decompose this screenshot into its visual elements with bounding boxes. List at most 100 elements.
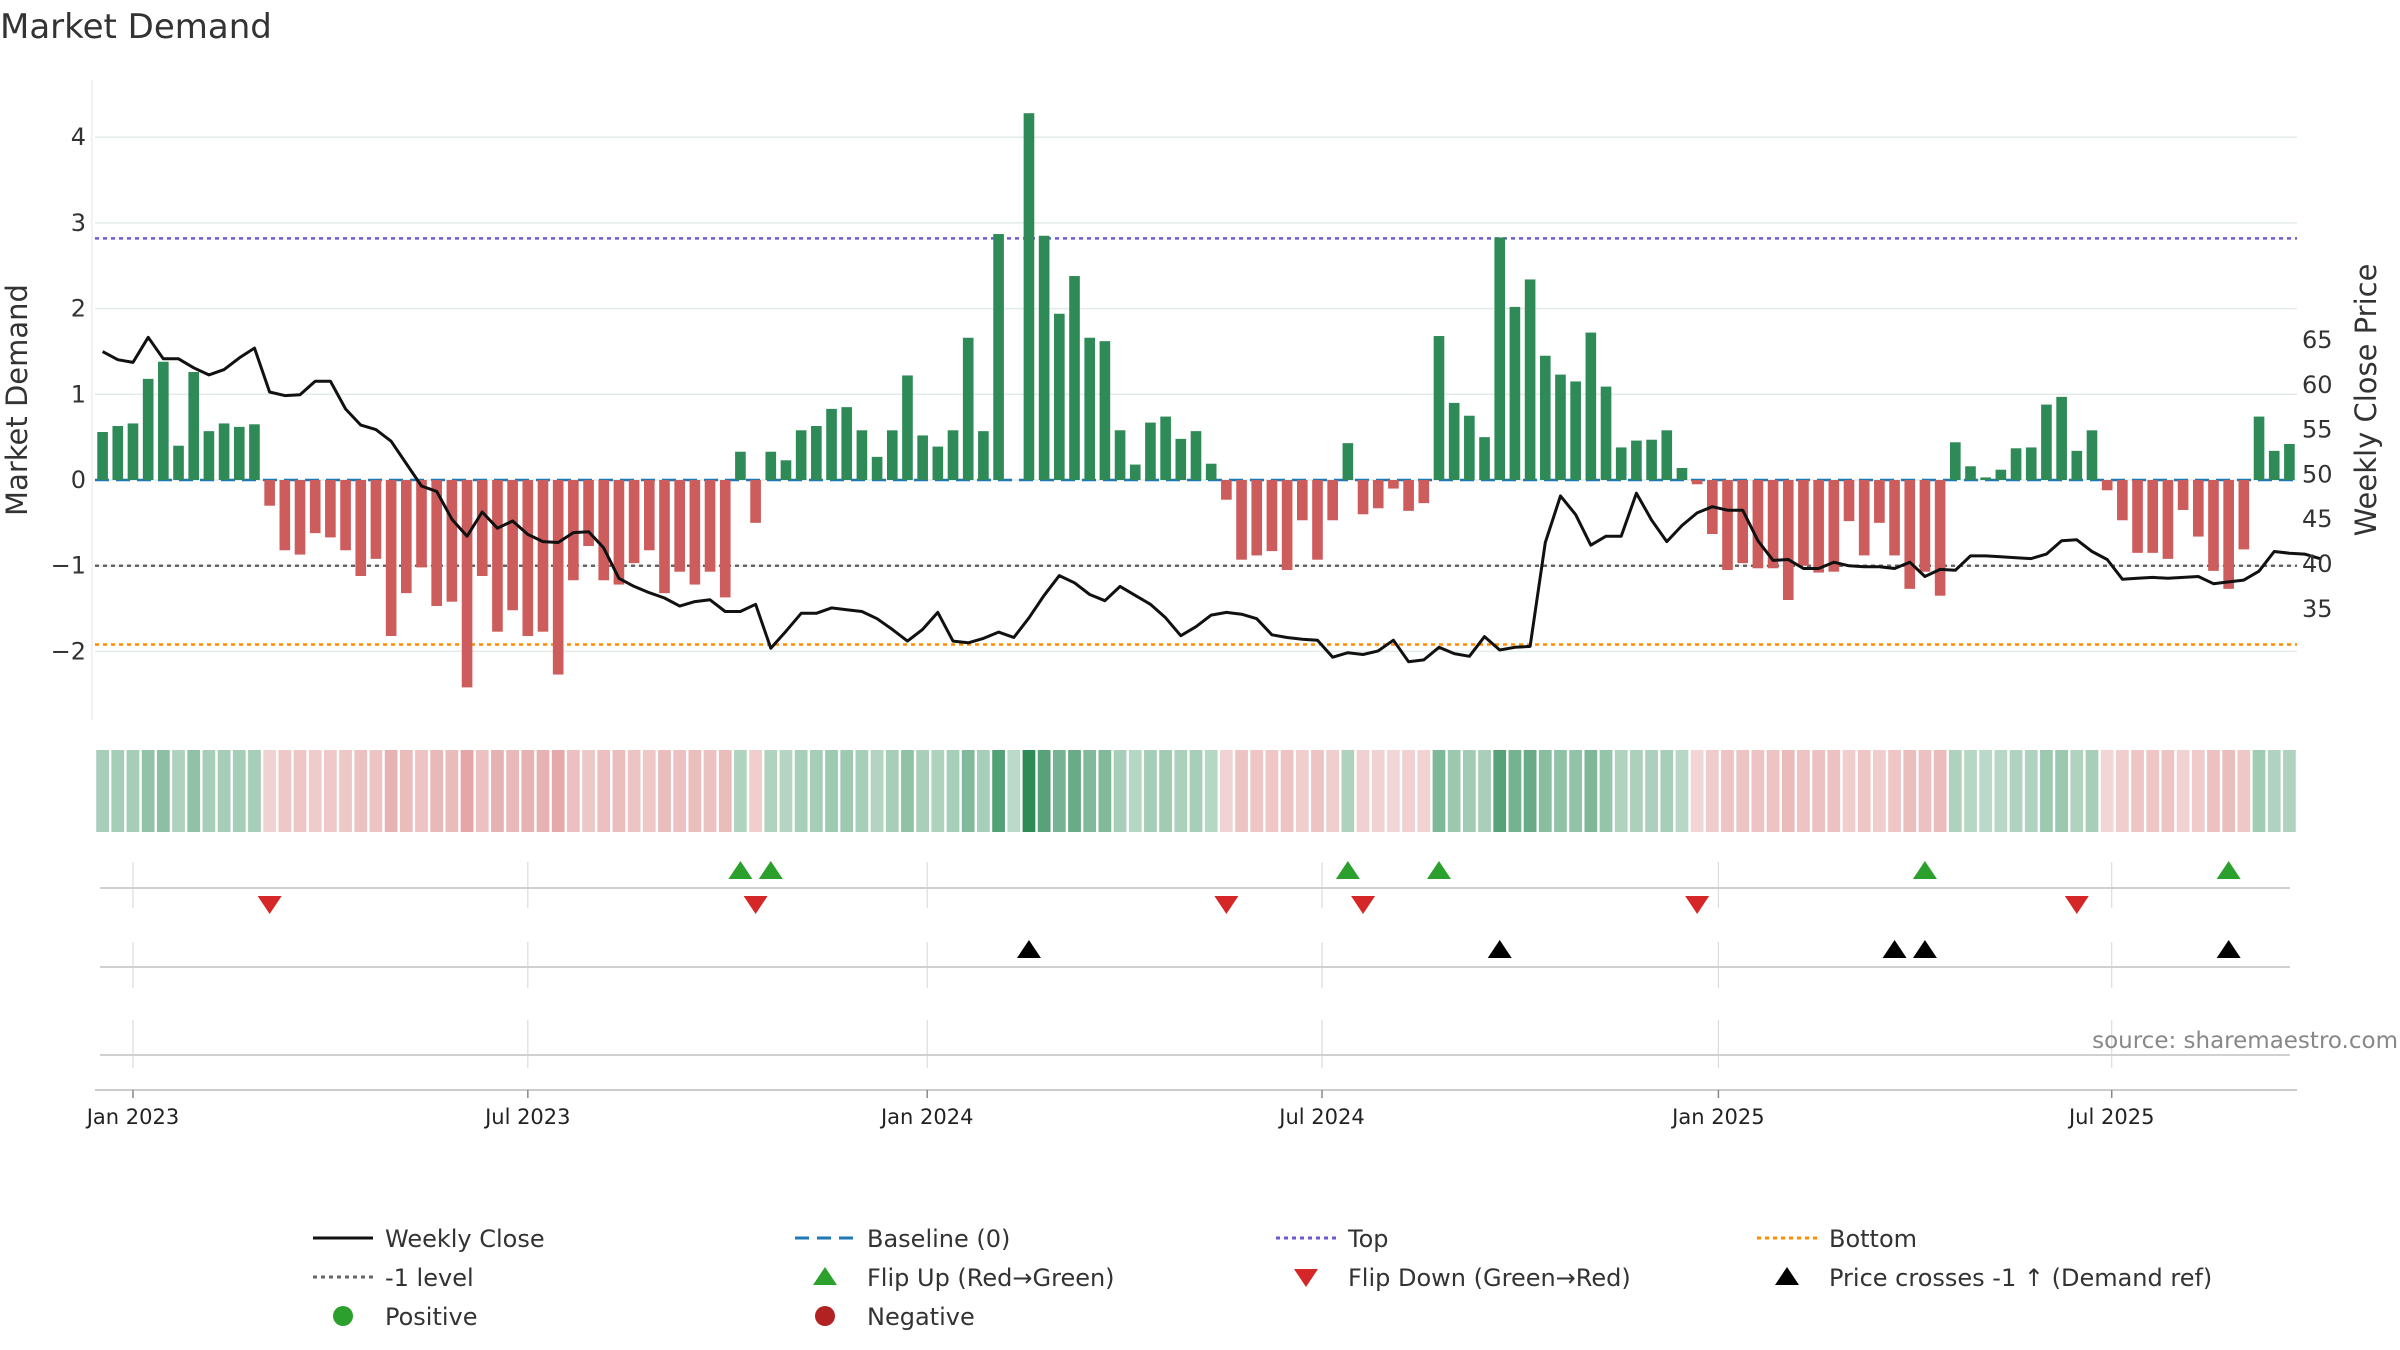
demand-bar	[552, 480, 564, 675]
heat-cell	[1265, 750, 1279, 832]
heat-cell	[597, 750, 611, 832]
demand-bar	[1858, 480, 1870, 556]
demand-bar	[431, 480, 443, 606]
heat-cell	[1599, 750, 1613, 832]
demand-bar	[1631, 440, 1642, 480]
demand-bar	[811, 426, 822, 480]
demand-bar	[112, 426, 124, 480]
price-cross-marker	[1912, 940, 1937, 958]
heat-cell	[2070, 750, 2084, 832]
heat-cell	[2100, 750, 2114, 832]
heat-cell	[809, 750, 823, 832]
heat-cell	[1812, 750, 1826, 832]
demand-bar	[97, 432, 108, 480]
x-tick-label: Jul 2025	[2067, 1105, 2154, 1129]
demand-bar	[1296, 480, 1308, 521]
demand-bar	[1327, 480, 1338, 521]
heat-cell	[840, 750, 854, 832]
demand-bar	[476, 480, 488, 576]
price-cross-marker	[1016, 940, 1041, 958]
demand-bar	[2238, 480, 2250, 550]
heat-cell	[141, 750, 155, 832]
demand-bar	[188, 372, 200, 480]
heat-cell	[399, 750, 413, 832]
heat-cell	[475, 750, 489, 832]
flip-up-marker	[1426, 861, 1451, 879]
x-tick-label: Jul 2024	[1277, 1105, 1364, 1129]
heat-cell	[1873, 750, 1886, 832]
heat-cell	[126, 750, 140, 832]
demand-bar	[1661, 430, 1673, 480]
demand-bar	[1464, 415, 1475, 480]
demand-bar	[340, 480, 351, 551]
heat-cell	[384, 750, 398, 832]
demand-bar	[613, 480, 625, 585]
legend-swatch	[815, 1306, 835, 1326]
demand-bar	[643, 480, 655, 551]
heat-cell	[1933, 750, 1947, 832]
legend-item: Flip Down (Green→Red)	[1294, 1264, 1631, 1292]
heat-cell	[308, 750, 322, 832]
demand-bar	[1145, 422, 1156, 480]
demand-bar	[947, 430, 959, 480]
heat-cell	[415, 750, 428, 832]
demand-bar	[2223, 480, 2234, 589]
heat-cell	[1979, 750, 1993, 832]
demand-bar	[537, 480, 549, 632]
heat-cell	[263, 750, 277, 832]
demand-bar	[1357, 480, 1369, 515]
legend-item: Bottom	[1757, 1225, 1917, 1253]
demand-bar	[1828, 480, 1840, 572]
legend-item: Flip Up (Red→Green)	[813, 1264, 1115, 1292]
flip-down-marker	[2064, 896, 2089, 914]
heat-cell	[870, 750, 884, 832]
demand-bar	[1129, 464, 1141, 480]
legend-item: Price crosses -1 ↑ (Demand ref)	[1775, 1264, 2212, 1292]
heat-cell	[156, 750, 170, 832]
demand-bar	[2268, 450, 2280, 480]
heat-cell	[1280, 750, 1294, 832]
demand-bar	[1069, 276, 1080, 480]
demand-bar	[1160, 416, 1171, 480]
heat-cell	[2252, 750, 2266, 832]
demand-bar	[704, 480, 716, 572]
heat-cell	[1736, 750, 1750, 832]
y2-tick-label: 50	[2302, 460, 2333, 488]
x-tick-label: Jan 2025	[1670, 1105, 1765, 1129]
demand-bar	[978, 431, 989, 480]
heat-cell	[232, 750, 246, 832]
demand-bar	[1904, 480, 1916, 589]
heat-cell	[916, 750, 930, 832]
heat-cell	[1584, 750, 1598, 832]
demand-bar	[568, 480, 579, 581]
demand-bar	[309, 480, 321, 534]
demand-bar	[461, 480, 473, 688]
heat-cell	[794, 750, 808, 832]
heat-cell	[1128, 750, 1142, 832]
heat-cell	[187, 750, 201, 832]
demand-bar	[2086, 430, 2098, 480]
y2-tick-label: 55	[2302, 416, 2333, 444]
heat-cell	[2146, 750, 2160, 832]
legend-label: Weekly Close	[385, 1225, 545, 1253]
demand-bar	[1175, 438, 1187, 480]
y-tick-label: −2	[51, 637, 86, 665]
heat-cell	[1948, 750, 1962, 832]
demand-bar	[370, 480, 382, 559]
x-tick-label: Jul 2023	[483, 1105, 570, 1129]
gridlines	[95, 136, 2297, 1068]
heat-cell	[2207, 750, 2220, 832]
y2-axis-label: Weekly Close Price	[2349, 264, 2383, 537]
demand-bar	[841, 407, 853, 480]
heat-cell	[1159, 750, 1173, 832]
demand-bar	[1949, 442, 1961, 480]
legend-label: Top	[1347, 1225, 1389, 1253]
legend-label: Flip Up (Red→Green)	[867, 1264, 1115, 1292]
legend-label: Bottom	[1829, 1225, 1917, 1253]
price-cross-marker	[1882, 940, 1907, 958]
legend-item: Negative	[815, 1303, 975, 1331]
right-y-axis: 35 40 45 50 55 60 65	[2302, 326, 2333, 623]
heat-cell	[1888, 750, 1901, 832]
demand-bar	[993, 234, 1004, 480]
